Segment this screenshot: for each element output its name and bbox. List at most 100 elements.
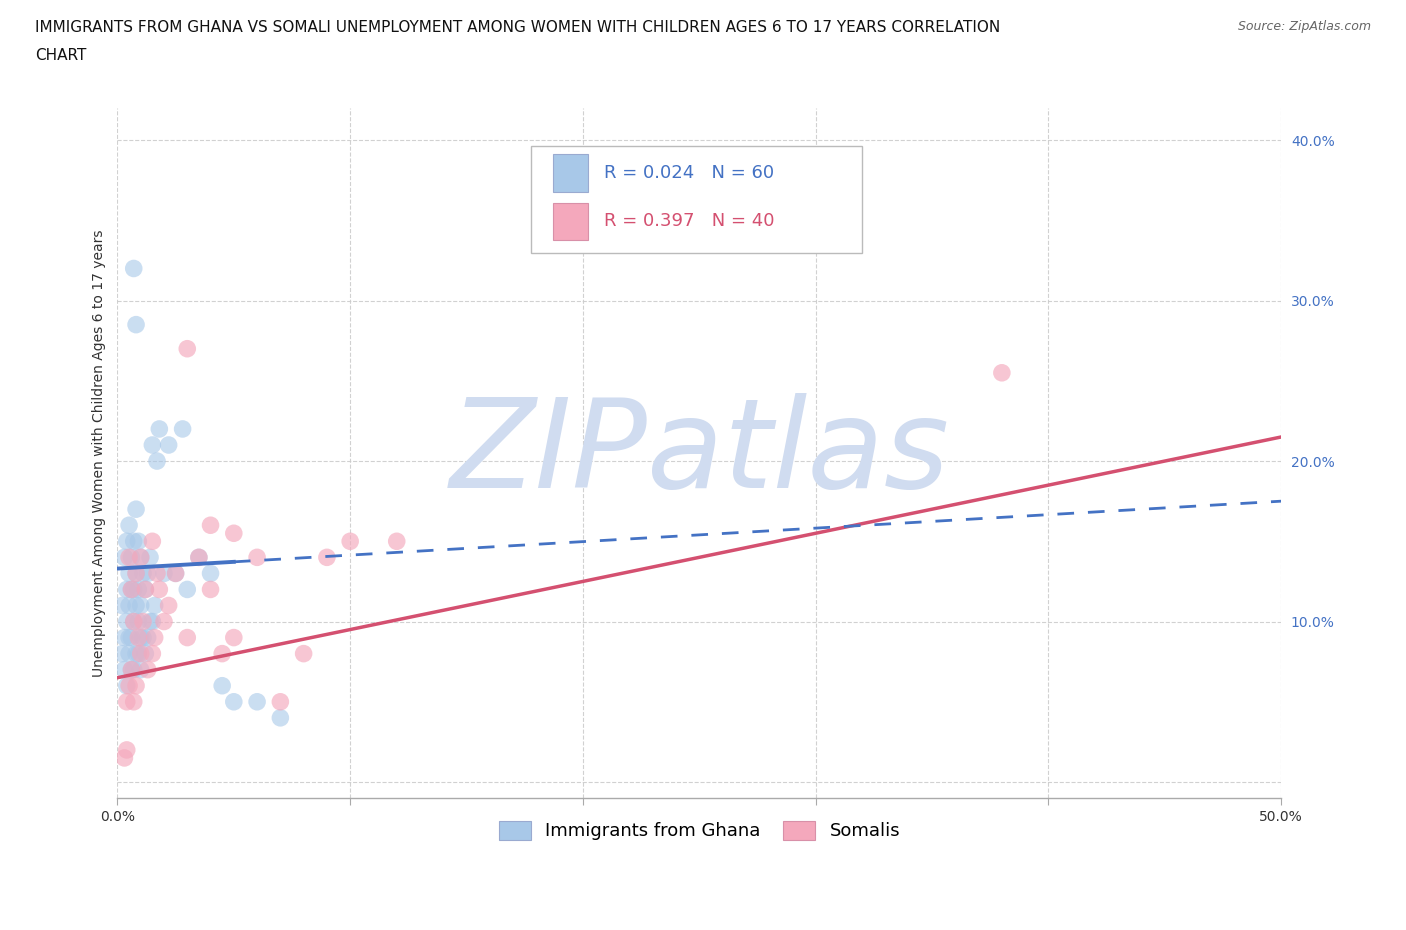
Point xyxy=(125,678,148,693)
Point xyxy=(122,662,145,677)
Text: IMMIGRANTS FROM GHANA VS SOMALI UNEMPLOYMENT AMONG WOMEN WITH CHILDREN AGES 6 TO: IMMIGRANTS FROM GHANA VS SOMALI UNEMPLOY… xyxy=(35,20,1001,35)
Point xyxy=(136,631,159,645)
Point xyxy=(118,678,141,693)
Point xyxy=(165,566,187,581)
Point xyxy=(118,598,141,613)
Point xyxy=(122,614,145,629)
Point xyxy=(111,598,134,613)
Point xyxy=(115,534,138,549)
Point xyxy=(122,614,145,629)
Point xyxy=(211,678,233,693)
Point xyxy=(339,534,361,549)
Point xyxy=(120,582,142,597)
Point xyxy=(148,421,170,436)
Point xyxy=(122,534,145,549)
Point xyxy=(136,662,159,677)
Point xyxy=(129,646,152,661)
Point xyxy=(125,317,148,332)
Point xyxy=(129,662,152,677)
Point xyxy=(132,614,155,629)
Point xyxy=(157,598,180,613)
Point xyxy=(385,534,408,549)
Point xyxy=(292,646,315,661)
Point xyxy=(125,566,148,581)
Point xyxy=(176,341,198,356)
Point xyxy=(146,566,169,581)
Point xyxy=(120,662,142,677)
FancyBboxPatch shape xyxy=(553,154,588,193)
Point xyxy=(115,582,138,597)
Point xyxy=(120,631,142,645)
Point xyxy=(200,566,222,581)
Point xyxy=(111,646,134,661)
Point xyxy=(115,678,138,693)
Point xyxy=(153,614,176,629)
Point xyxy=(122,695,145,710)
Point xyxy=(176,582,198,597)
Point xyxy=(143,631,166,645)
Point xyxy=(134,582,156,597)
Point xyxy=(134,582,156,597)
Point xyxy=(222,631,245,645)
Y-axis label: Unemployment Among Women with Children Ages 6 to 17 years: Unemployment Among Women with Children A… xyxy=(93,230,107,677)
Point xyxy=(118,631,141,645)
Point xyxy=(132,566,155,581)
Point xyxy=(118,646,141,661)
Point xyxy=(122,582,145,597)
Point xyxy=(125,646,148,661)
Text: Source: ZipAtlas.com: Source: ZipAtlas.com xyxy=(1237,20,1371,33)
Point xyxy=(200,582,222,597)
Point xyxy=(136,566,159,581)
Point xyxy=(246,695,269,710)
Point xyxy=(991,365,1014,380)
Point xyxy=(211,646,233,661)
Point xyxy=(127,614,149,629)
Point xyxy=(125,598,148,613)
Point xyxy=(127,631,149,645)
Point xyxy=(115,695,138,710)
Point xyxy=(139,614,162,629)
Point xyxy=(141,646,163,661)
Point xyxy=(146,454,169,469)
Point xyxy=(125,566,148,581)
Text: R = 0.024   N = 60: R = 0.024 N = 60 xyxy=(603,165,773,182)
Point xyxy=(141,438,163,453)
Point xyxy=(118,550,141,565)
Point xyxy=(222,525,245,540)
Point xyxy=(129,550,152,565)
Point xyxy=(316,550,339,565)
Point xyxy=(129,598,152,613)
Point xyxy=(127,534,149,549)
Point xyxy=(139,550,162,565)
Point xyxy=(165,566,187,581)
Point xyxy=(157,438,180,453)
FancyBboxPatch shape xyxy=(530,146,862,253)
Point xyxy=(148,582,170,597)
Legend: Immigrants from Ghana, Somalis: Immigrants from Ghana, Somalis xyxy=(491,814,907,847)
Point xyxy=(200,518,222,533)
FancyBboxPatch shape xyxy=(553,203,588,241)
Text: ZIPatlas: ZIPatlas xyxy=(450,392,949,513)
Point xyxy=(134,646,156,661)
Point xyxy=(153,566,176,581)
Point xyxy=(118,518,141,533)
Point xyxy=(120,550,142,565)
Point xyxy=(187,550,209,565)
Point xyxy=(125,502,148,517)
Point xyxy=(172,421,194,436)
Point xyxy=(246,550,269,565)
Point xyxy=(120,662,142,677)
Point xyxy=(112,631,135,645)
Point xyxy=(187,550,209,565)
Point xyxy=(127,646,149,661)
Point xyxy=(129,550,152,565)
Point xyxy=(112,662,135,677)
Point xyxy=(115,614,138,629)
Point xyxy=(132,631,155,645)
Point xyxy=(122,261,145,276)
Point xyxy=(176,631,198,645)
Point xyxy=(112,550,135,565)
Point xyxy=(115,742,138,757)
Point xyxy=(141,614,163,629)
Point xyxy=(129,631,152,645)
